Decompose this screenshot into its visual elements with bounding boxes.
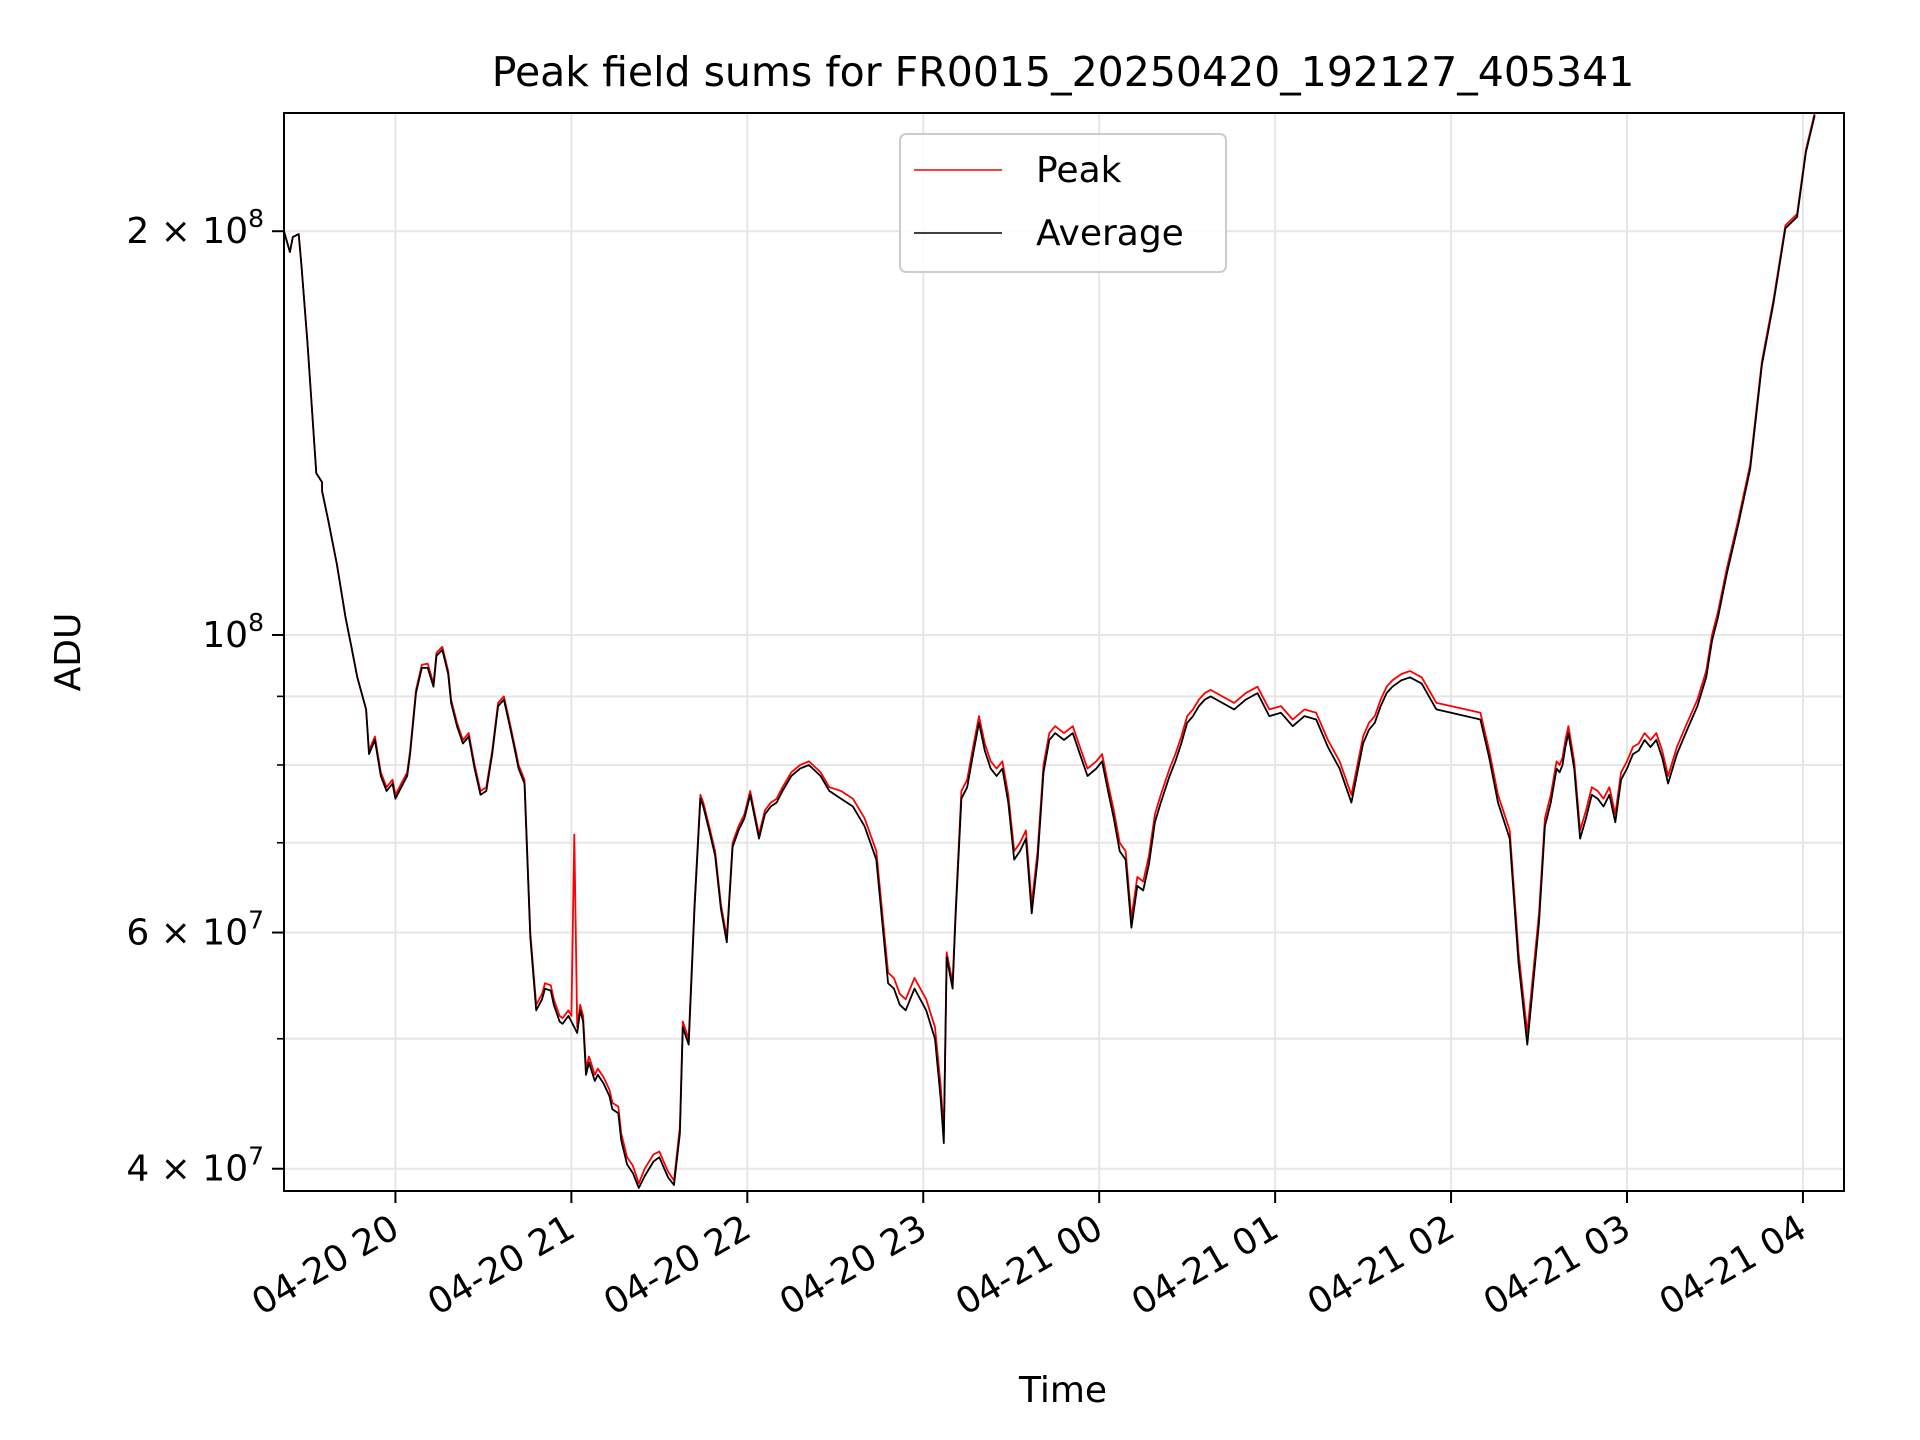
plot-frame (283, 112, 1845, 1192)
series-layer (284, 113, 1816, 1189)
chart-title: Peak field sums for FR0015_20250420_1921… (492, 48, 1635, 96)
legend-label-peak: Peak (1036, 150, 1122, 191)
y-axis-label: ADU (48, 613, 89, 692)
y-tick-label: 6 × 107 (126, 906, 264, 954)
y-tick-label: 2 × 108 (126, 204, 264, 252)
x-axis-label: Time (1018, 1370, 1107, 1411)
y-tick-label: 4 × 107 (126, 1142, 264, 1190)
legend-box (899, 133, 1227, 273)
legend: Peak Average (899, 133, 1227, 273)
y-tick-label: 108 (202, 608, 264, 656)
series-line-average (284, 115, 1816, 1189)
y-axis-ticks: 4 × 107 6 × 107 108 2 × 108 (126, 204, 284, 1190)
grid (284, 113, 1844, 1191)
legend-label-average: Average (1036, 213, 1184, 254)
